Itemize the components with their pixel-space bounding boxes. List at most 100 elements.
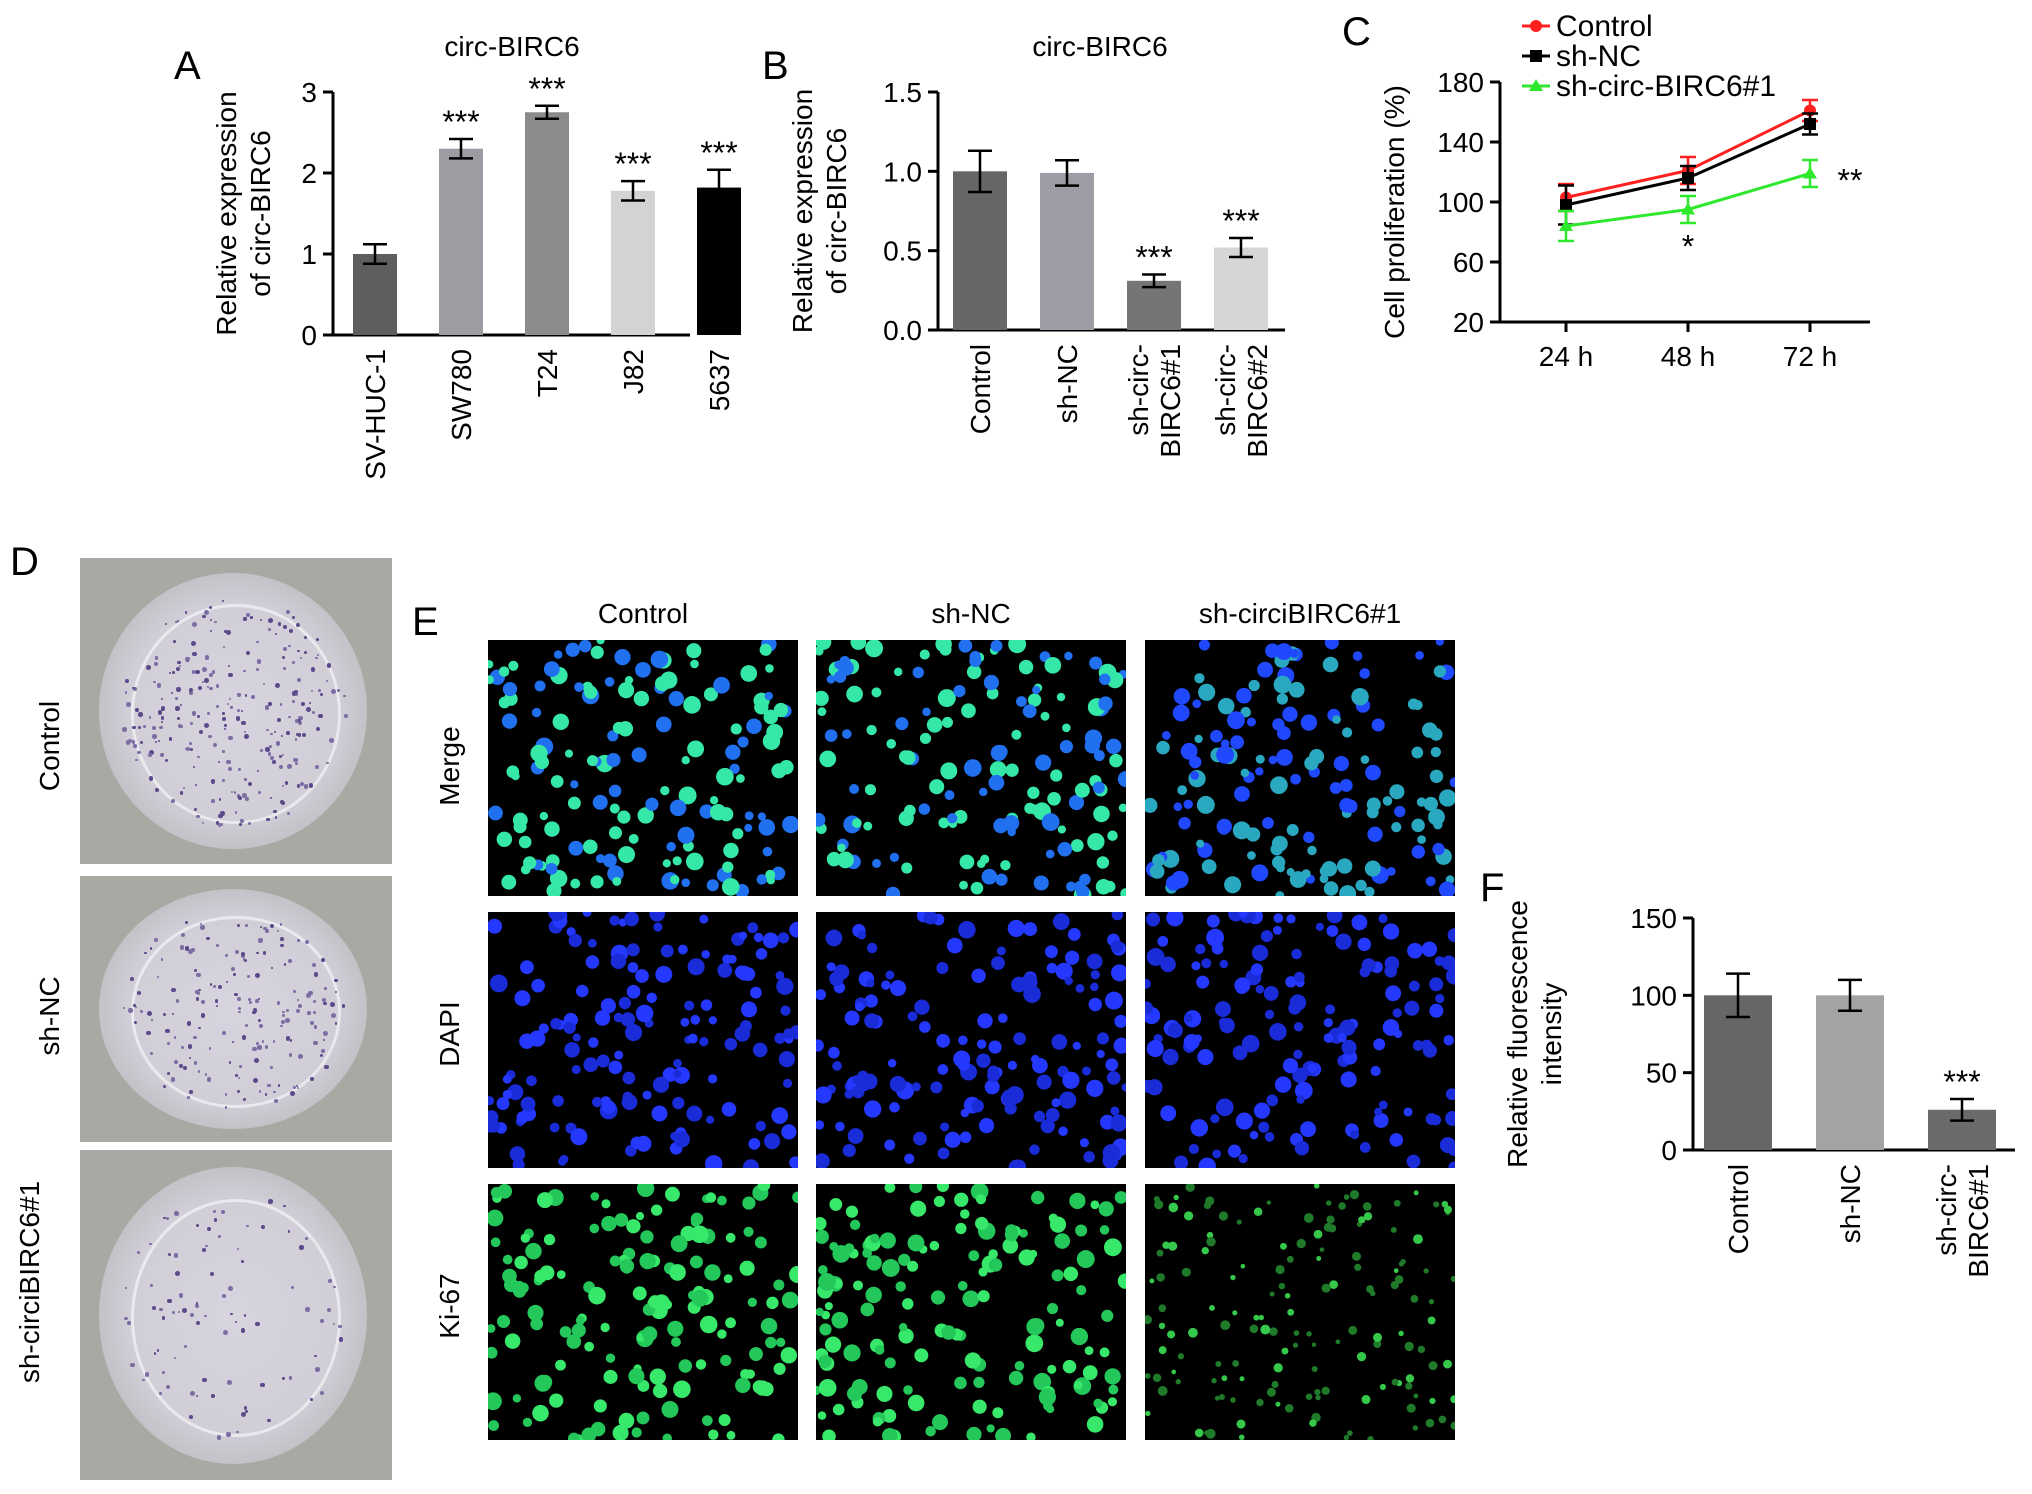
cell-nucleus	[668, 691, 684, 707]
cell-nucleus	[872, 858, 882, 868]
cell-nucleus	[1266, 1387, 1276, 1397]
cell-nucleus	[637, 807, 654, 824]
cell-nucleus	[1050, 769, 1063, 782]
cell-nucleus	[1382, 796, 1393, 806]
cell-nucleus	[650, 650, 669, 669]
cell-nucleus	[1174, 1155, 1189, 1168]
cell-nucleus	[522, 1417, 533, 1428]
cell-nucleus	[1333, 755, 1349, 772]
cell-nucleus	[1382, 1019, 1400, 1036]
cell-nucleus	[1016, 696, 1027, 707]
cell-nucleus	[1024, 802, 1036, 814]
colony-dot	[333, 978, 338, 983]
cell-nucleus	[1030, 1054, 1040, 1064]
cell-nucleus	[777, 932, 790, 944]
cell-nucleus	[543, 1234, 556, 1246]
cell-nucleus	[829, 971, 844, 987]
colony-dot	[222, 1031, 227, 1036]
cell-nucleus	[552, 1095, 564, 1107]
legend-label: sh-circ-BIRC6#1	[1556, 70, 1776, 103]
cell-nucleus	[1190, 1119, 1209, 1137]
colony-dot	[207, 1077, 212, 1082]
cell-nucleus	[1382, 923, 1400, 940]
cell-nucleus	[1205, 1196, 1215, 1206]
cell-nucleus	[1304, 756, 1319, 771]
cell-nucleus	[944, 1131, 961, 1148]
cell-nucleus	[1038, 1388, 1056, 1406]
cell-nucleus	[706, 879, 719, 892]
legend-marker	[1530, 20, 1542, 32]
colony-dot	[333, 1285, 336, 1289]
cell-nucleus	[824, 1302, 833, 1311]
colony-dot	[199, 730, 204, 734]
colony-dot	[262, 1040, 265, 1043]
cell-nucleus	[1076, 1250, 1095, 1269]
colony-dot	[250, 616, 254, 619]
cell-nucleus	[1293, 1330, 1300, 1336]
colony-dot	[171, 987, 176, 993]
colony-dot	[320, 1054, 324, 1058]
colony-dot	[148, 749, 154, 755]
colony-dot	[296, 732, 300, 736]
colony-dot	[196, 755, 200, 759]
colony-dot	[229, 705, 234, 709]
cell-nucleus	[1072, 1041, 1081, 1050]
cell-nucleus	[1364, 886, 1375, 896]
colony-dot	[322, 998, 326, 1002]
cell-nucleus	[1168, 1202, 1179, 1213]
cell-nucleus	[1270, 776, 1288, 795]
cell-nucleus	[1351, 688, 1369, 706]
cell-nucleus	[832, 1245, 851, 1263]
cell-nucleus	[760, 1317, 778, 1335]
colony-dot	[251, 694, 256, 699]
colony-dot	[256, 1041, 260, 1045]
colony-dot	[303, 783, 309, 789]
cell-nucleus	[609, 915, 620, 926]
if-image-dapi-1	[816, 912, 1126, 1168]
cell-nucleus	[620, 1012, 636, 1027]
colony-dot	[221, 823, 224, 826]
colony-dot	[229, 697, 232, 700]
cell-nucleus	[564, 1041, 580, 1058]
cell-nucleus	[622, 1091, 633, 1102]
colony-dot	[227, 1285, 233, 1291]
colony-dot	[170, 798, 175, 803]
cell-nucleus	[1306, 1331, 1312, 1337]
bar	[1214, 247, 1268, 330]
cell-nucleus	[1196, 839, 1205, 848]
colony-dot	[304, 939, 310, 944]
colony-dot	[318, 713, 323, 719]
cell-nucleus	[1087, 833, 1105, 851]
colony-dot	[193, 765, 196, 769]
colony-dot	[224, 1106, 228, 1109]
cell-nucleus	[686, 643, 702, 659]
colony-dot	[237, 1090, 241, 1094]
colony-dot	[283, 963, 286, 966]
colony-dot	[196, 1320, 201, 1325]
cell-nucleus	[882, 1408, 897, 1423]
colony-dot	[173, 1356, 177, 1360]
cell-nucleus	[709, 796, 719, 805]
colony-dot	[264, 1045, 269, 1049]
cell-nucleus	[1391, 821, 1402, 833]
cell-nucleus	[919, 732, 932, 745]
cell-nucleus	[488, 1392, 502, 1411]
cell-nucleus	[593, 1399, 607, 1413]
cell-nucleus	[1013, 1032, 1026, 1046]
cell-nucleus	[626, 1219, 641, 1234]
colony-dot	[338, 1324, 342, 1329]
colony-dot	[324, 1064, 329, 1070]
cell-nucleus	[775, 971, 785, 980]
cell-nucleus	[1325, 1004, 1336, 1015]
cell-nucleus	[1425, 1418, 1435, 1428]
colony-dot	[162, 1012, 166, 1016]
colony-dot	[168, 671, 171, 674]
cell-nucleus	[1066, 881, 1077, 892]
cell-nucleus	[876, 1385, 893, 1402]
cell-nucleus	[1314, 1388, 1321, 1396]
colony-dot	[135, 758, 138, 762]
cell-nucleus	[771, 866, 786, 881]
colony-dot	[312, 1011, 316, 1015]
colony-dot	[145, 665, 151, 670]
cell-nucleus	[747, 922, 759, 934]
